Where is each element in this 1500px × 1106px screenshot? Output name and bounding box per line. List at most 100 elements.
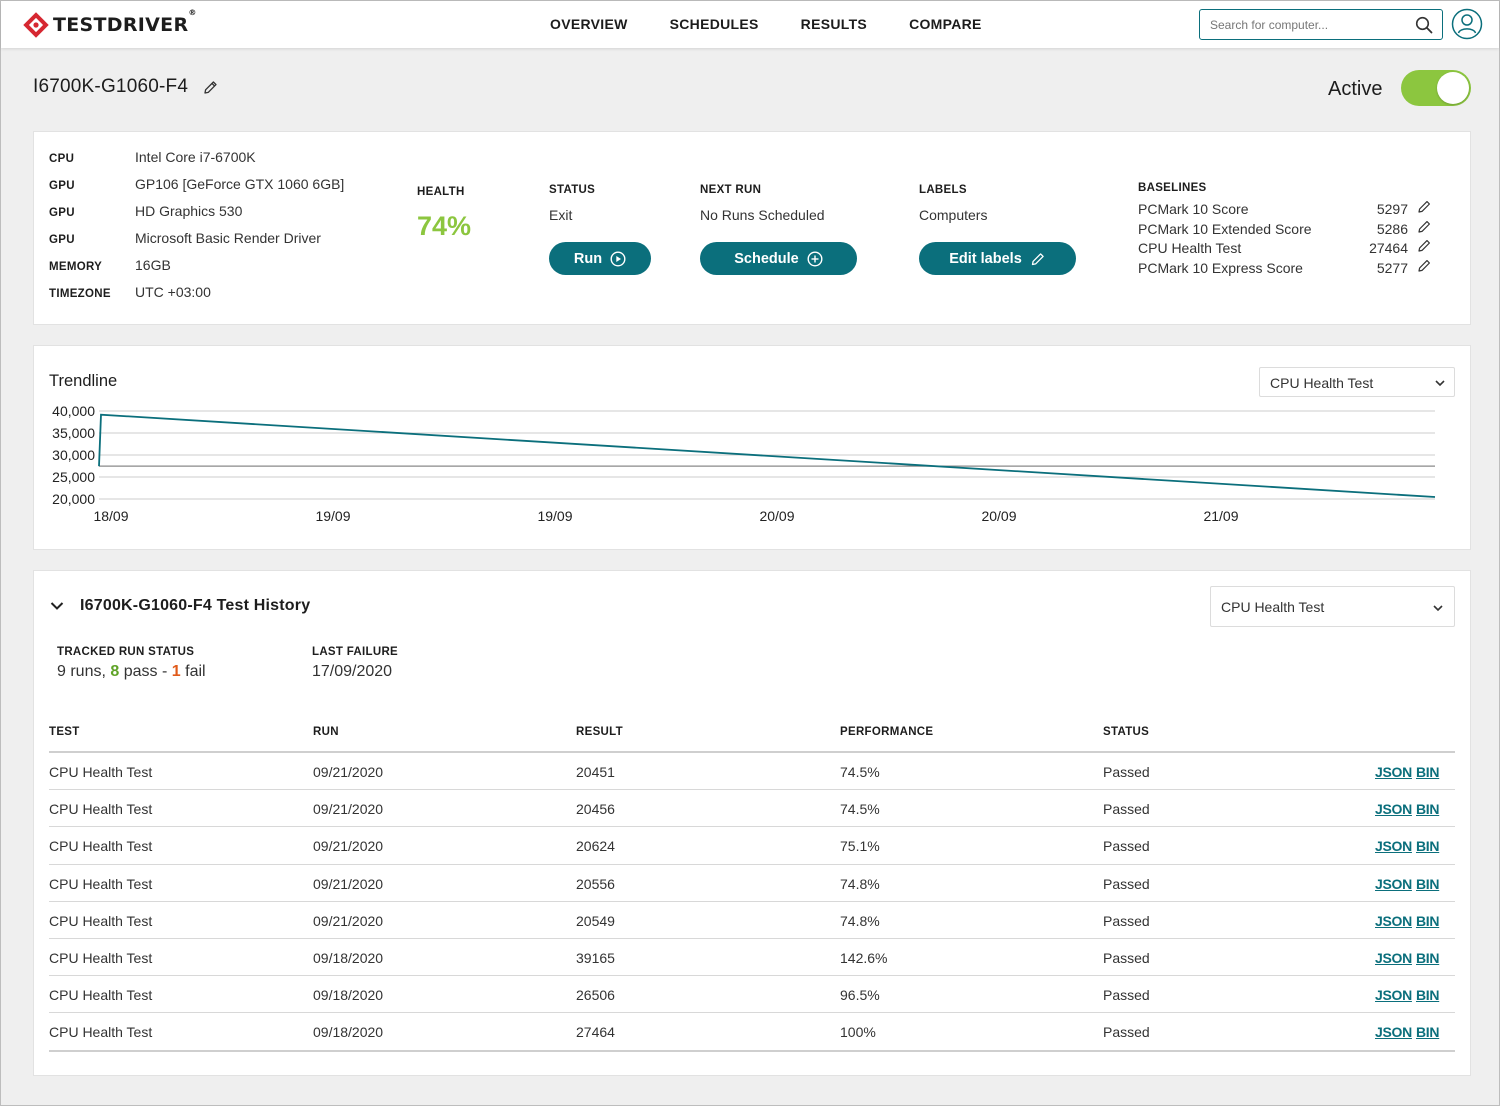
cell-run: 09/21/2020 (313, 764, 384, 780)
trendline-title: Trendline (49, 372, 118, 390)
cell-run: 09/21/2020 (313, 875, 384, 892)
edit-labels-button-label: Edit labels (949, 250, 1022, 267)
cell-run: 09/21/2020 (313, 838, 384, 855)
baseline-name: CPU Health Test (1138, 240, 1242, 256)
toggle-knob (1437, 72, 1469, 104)
nav-results[interactable]: RESULTS (800, 16, 868, 32)
row-divider (49, 937, 1455, 939)
active-label: Active (1328, 78, 1383, 100)
computer-details-card (33, 131, 1471, 325)
collapse-chevron-icon[interactable] (50, 601, 64, 611)
main-nav: OVERVIEW SCHEDULES RESULTS COMPARE (550, 16, 1024, 32)
json-download-link[interactable]: JSON (1375, 764, 1412, 780)
schedule-button-label: Schedule (734, 250, 799, 267)
row-divider (49, 789, 1455, 791)
history-select-value: CPU Health Test (1221, 599, 1325, 615)
cell-test: CPU Health Test (49, 838, 153, 855)
cell-result: 39165 (576, 950, 615, 966)
run-button[interactable]: Run (549, 242, 651, 275)
edit-baseline-pencil-icon[interactable] (1417, 258, 1432, 273)
spec-value: Microsoft Basic Render Driver (135, 230, 321, 246)
cell-performance: 74.5% (840, 801, 880, 818)
next-run-label: NEXT RUN (700, 184, 762, 196)
cell-result: 20624 (576, 838, 615, 855)
edit-name-pencil-icon[interactable] (202, 79, 219, 96)
status-value: Exit (549, 207, 573, 223)
spec-key: GPU (49, 234, 75, 246)
bin-download-link[interactable]: BIN (1416, 950, 1440, 966)
search-input[interactable] (1200, 10, 1400, 39)
runs-count-text: 9 runs, (57, 663, 106, 680)
json-download-link[interactable]: JSON (1375, 912, 1412, 929)
search-icon[interactable] (1415, 16, 1433, 34)
cell-status: Passed (1103, 801, 1150, 818)
y-tick-label: 20,000 (52, 491, 95, 507)
edit-baseline-pencil-icon[interactable] (1417, 238, 1432, 253)
nav-overview[interactable]: OVERVIEW (550, 16, 628, 32)
bin-download-link[interactable]: BIN (1416, 987, 1440, 1004)
next-run-value: No Runs Scheduled (700, 207, 825, 223)
cell-status: Passed (1103, 912, 1150, 929)
table-row: CPU Health Test 09/21/2020 20624 75.1% Passe… (49, 827, 1455, 865)
plus-circle-icon (807, 250, 823, 267)
cell-result: 27464 (576, 1024, 615, 1041)
edit-labels-button[interactable]: Edit labels (919, 242, 1076, 275)
pass-count: 8 (110, 663, 120, 680)
baseline-value: 5297 (1376, 201, 1408, 217)
bin-download-link[interactable]: BIN (1416, 912, 1440, 929)
bin-download-link[interactable]: BIN (1416, 838, 1440, 855)
spec-key: TIMEZONE (49, 288, 111, 300)
edit-baseline-pencil-icon[interactable] (1417, 219, 1432, 234)
bin-download-link[interactable]: BIN (1416, 764, 1440, 780)
status-label: STATUS (549, 184, 596, 196)
user-avatar-icon[interactable] (1451, 8, 1483, 40)
json-download-link[interactable]: JSON (1375, 875, 1412, 892)
baseline-value: 5286 (1376, 221, 1408, 237)
tracked-run-status-label: TRACKED RUN STATUS (57, 646, 195, 658)
test-history-card (33, 570, 1471, 1076)
history-test-select[interactable]: CPU Health Test (1210, 586, 1455, 627)
cell-run: 09/21/2020 (313, 912, 384, 929)
table-row: CPU Health Test 09/21/2020 20456 74.5% Passe… (49, 790, 1455, 828)
edit-baseline-pencil-icon[interactable] (1417, 199, 1432, 214)
chevron-down-icon (1433, 605, 1443, 612)
search-box (1199, 9, 1443, 40)
bin-download-link[interactable]: BIN (1416, 801, 1440, 818)
cell-performance: 74.8% (840, 875, 880, 892)
y-tick-label: 30,000 (52, 447, 95, 463)
cell-run: 09/18/2020 (313, 950, 384, 966)
column-header-status: STATUS (1103, 726, 1150, 738)
cell-status: Passed (1103, 950, 1150, 966)
nav-compare[interactable]: COMPARE (909, 16, 982, 32)
top-bar: TESTDRIVER® OVERVIEW SCHEDULES RESULTS C… (1, 1, 1499, 48)
history-title: I6700K-G1060-F4 Test History (80, 597, 311, 614)
fail-count: 1 (171, 663, 181, 680)
spec-key: GPU (49, 207, 75, 219)
bin-download-link[interactable]: BIN (1416, 875, 1440, 892)
spec-key: CPU (49, 153, 75, 165)
cell-performance: 96.5% (840, 987, 880, 1004)
table-row: CPU Health Test 09/18/2020 27464 100% Passed… (49, 1013, 1455, 1052)
chevron-down-icon (1435, 380, 1445, 387)
row-divider (49, 1049, 1455, 1052)
json-download-link[interactable]: JSON (1375, 950, 1412, 966)
json-download-link[interactable]: JSON (1375, 801, 1412, 818)
bin-download-link[interactable]: BIN (1416, 1024, 1440, 1041)
spec-value: Intel Core i7-6700K (135, 149, 256, 165)
json-download-link[interactable]: JSON (1375, 838, 1412, 855)
cell-performance: 74.5% (840, 764, 880, 780)
json-download-link[interactable]: JSON (1375, 1024, 1412, 1041)
column-header-performance: PERFORMANCE (840, 726, 934, 738)
trendline-test-select[interactable]: CPU Health Test (1259, 367, 1455, 397)
nav-schedules[interactable]: SCHEDULES (669, 16, 759, 32)
cell-performance: 74.8% (840, 912, 880, 929)
json-download-link[interactable]: JSON (1375, 987, 1412, 1004)
cell-test: CPU Health Test (49, 912, 153, 929)
row-divider (49, 863, 1455, 865)
active-toggle[interactable] (1401, 70, 1471, 106)
x-tick-label: 20/09 (759, 508, 794, 524)
cell-performance: 75.1% (840, 838, 880, 855)
testdriver-logo[interactable]: TESTDRIVER® (21, 8, 197, 40)
schedule-button[interactable]: Schedule (700, 242, 857, 275)
table-row: CPU Health Test 09/21/2020 20451 74.5% Passe… (49, 753, 1455, 791)
